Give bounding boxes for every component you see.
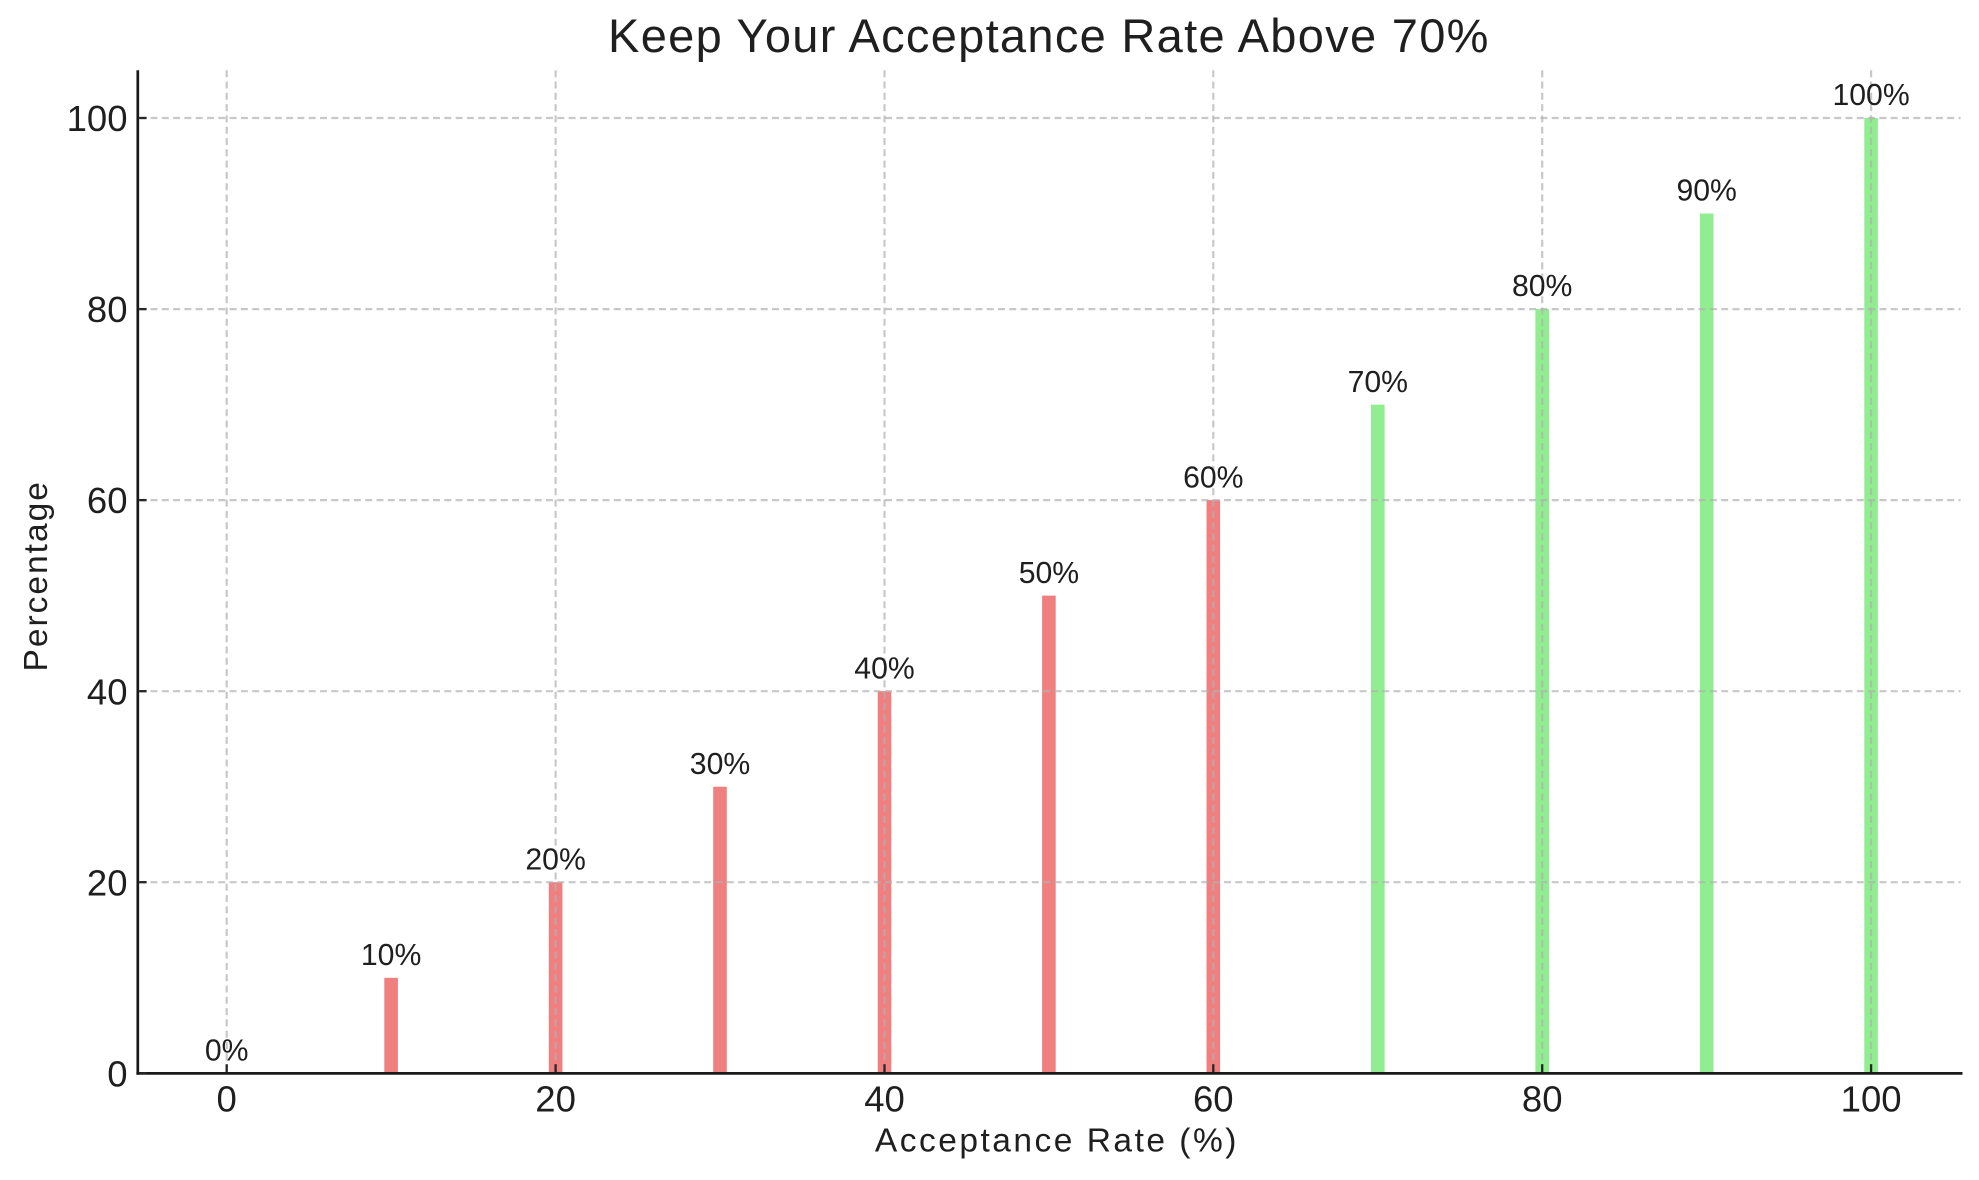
svg-text:40: 40 [87,671,128,712]
svg-text:100: 100 [67,98,128,139]
svg-text:70%: 70% [1348,366,1408,399]
svg-text:40: 40 [864,1079,905,1120]
svg-text:0: 0 [217,1079,237,1120]
svg-text:Acceptance Rate (%): Acceptance Rate (%) [875,1122,1239,1159]
svg-text:10%: 10% [361,939,421,972]
svg-text:20%: 20% [525,843,585,876]
svg-text:20: 20 [535,1079,576,1120]
svg-text:50%: 50% [1019,557,1079,590]
svg-text:80%: 80% [1512,270,1572,303]
svg-text:0: 0 [107,1053,127,1094]
svg-text:100: 100 [1841,1079,1902,1120]
svg-text:90%: 90% [1676,175,1736,208]
svg-text:20: 20 [87,862,128,903]
svg-text:60%: 60% [1183,461,1243,494]
svg-text:40%: 40% [854,652,914,685]
svg-text:80: 80 [1522,1079,1563,1120]
svg-text:Percentage: Percentage [18,480,55,671]
svg-text:100%: 100% [1832,79,1909,112]
svg-text:80: 80 [87,289,128,330]
svg-text:Keep Your Acceptance Rate Abov: Keep Your Acceptance Rate Above 70% [608,9,1490,62]
svg-text:60: 60 [87,480,128,521]
svg-text:0%: 0% [205,1035,249,1068]
svg-text:60: 60 [1193,1079,1234,1120]
svg-text:30%: 30% [690,748,750,781]
